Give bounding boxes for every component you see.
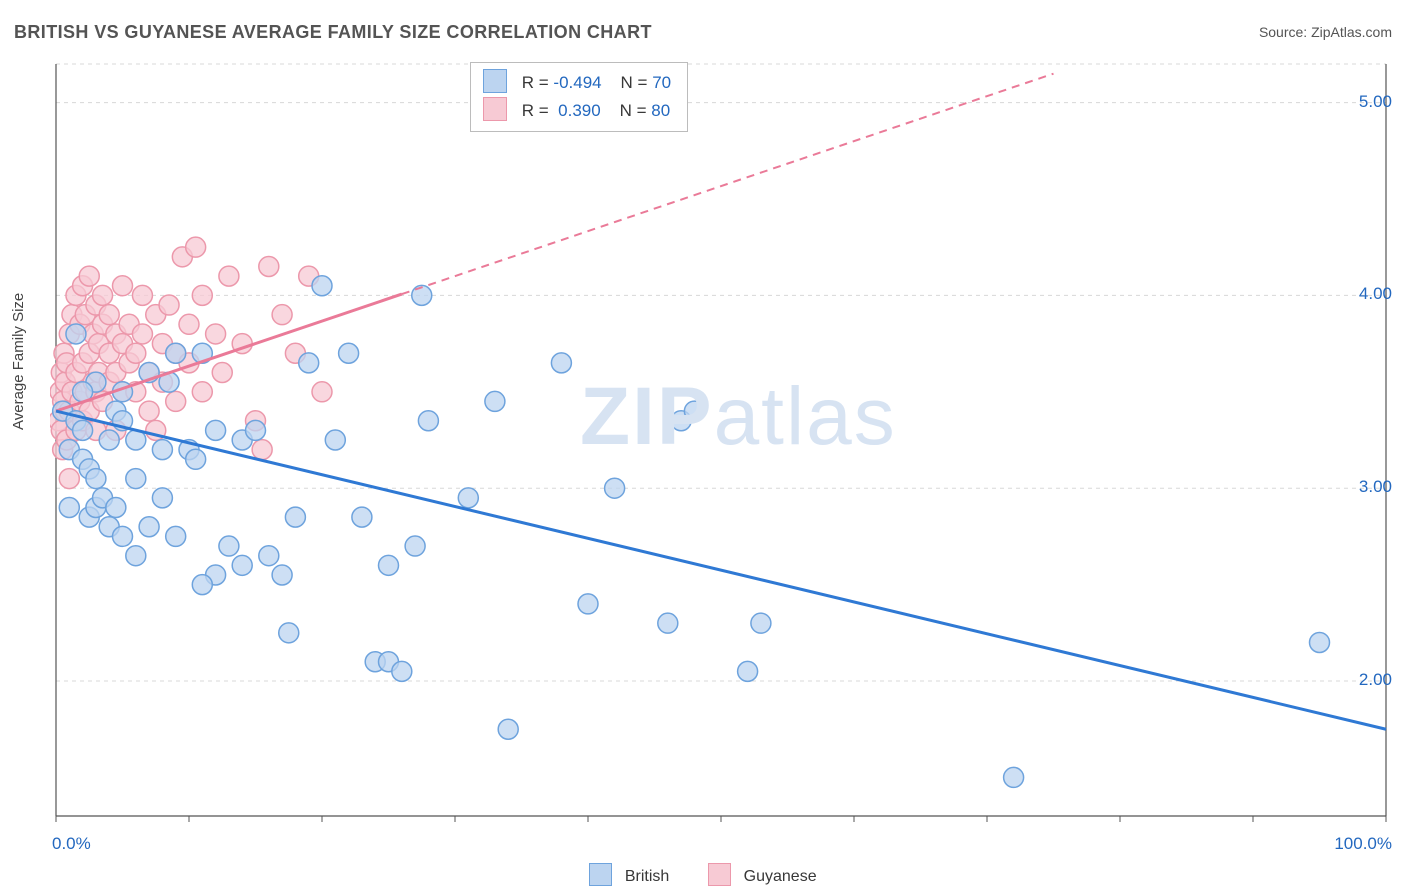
legend-label-guyanese: Guyanese <box>744 868 817 885</box>
stat-n-value: 70 <box>652 73 671 92</box>
stat-n-value: 80 <box>651 101 670 120</box>
legend-swatch-guyanese-icon <box>708 863 731 886</box>
y-tick-label: 2.00 <box>1359 670 1392 690</box>
stat-n-label: N = <box>621 73 648 92</box>
source-label: Source: <box>1259 24 1307 40</box>
stats-row-british: R = -0.494 N = 70 <box>483 69 671 97</box>
source-name: ZipAtlas.com <box>1311 24 1392 40</box>
stats-legend: R = -0.494 N = 70 R = 0.390 N = 80 <box>470 62 688 132</box>
x-axis-min-label: 0.0% <box>52 834 91 854</box>
stats-row-guyanese: R = 0.390 N = 80 <box>483 97 671 125</box>
swatch-guyanese-icon <box>483 97 507 121</box>
source-attribution: Source: ZipAtlas.com <box>1259 24 1392 40</box>
y-tick-label: 4.00 <box>1359 284 1392 304</box>
legend-label-british: British <box>625 868 669 885</box>
swatch-british-icon <box>483 69 507 93</box>
y-axis-label: Average Family Size <box>10 293 27 430</box>
legend-swatch-british-icon <box>589 863 612 886</box>
watermark-light: atlas <box>714 371 897 462</box>
stat-r-value: -0.494 <box>553 73 601 92</box>
y-tick-label: 5.00 <box>1359 92 1392 112</box>
watermark-bold: ZIP <box>580 371 714 462</box>
stat-n-label: N = <box>620 101 647 120</box>
stat-r-value: 0.390 <box>553 101 600 120</box>
chart-title: BRITISH VS GUYANESE AVERAGE FAMILY SIZE … <box>14 22 652 43</box>
series-legend: British Guyanese <box>0 863 1406 886</box>
stat-r-label: R = <box>522 101 549 120</box>
watermark: ZIPatlas <box>580 370 897 464</box>
stat-r-label: R = <box>522 73 549 92</box>
y-tick-label: 3.00 <box>1359 477 1392 497</box>
x-axis-max-label: 100.0% <box>1334 834 1392 854</box>
